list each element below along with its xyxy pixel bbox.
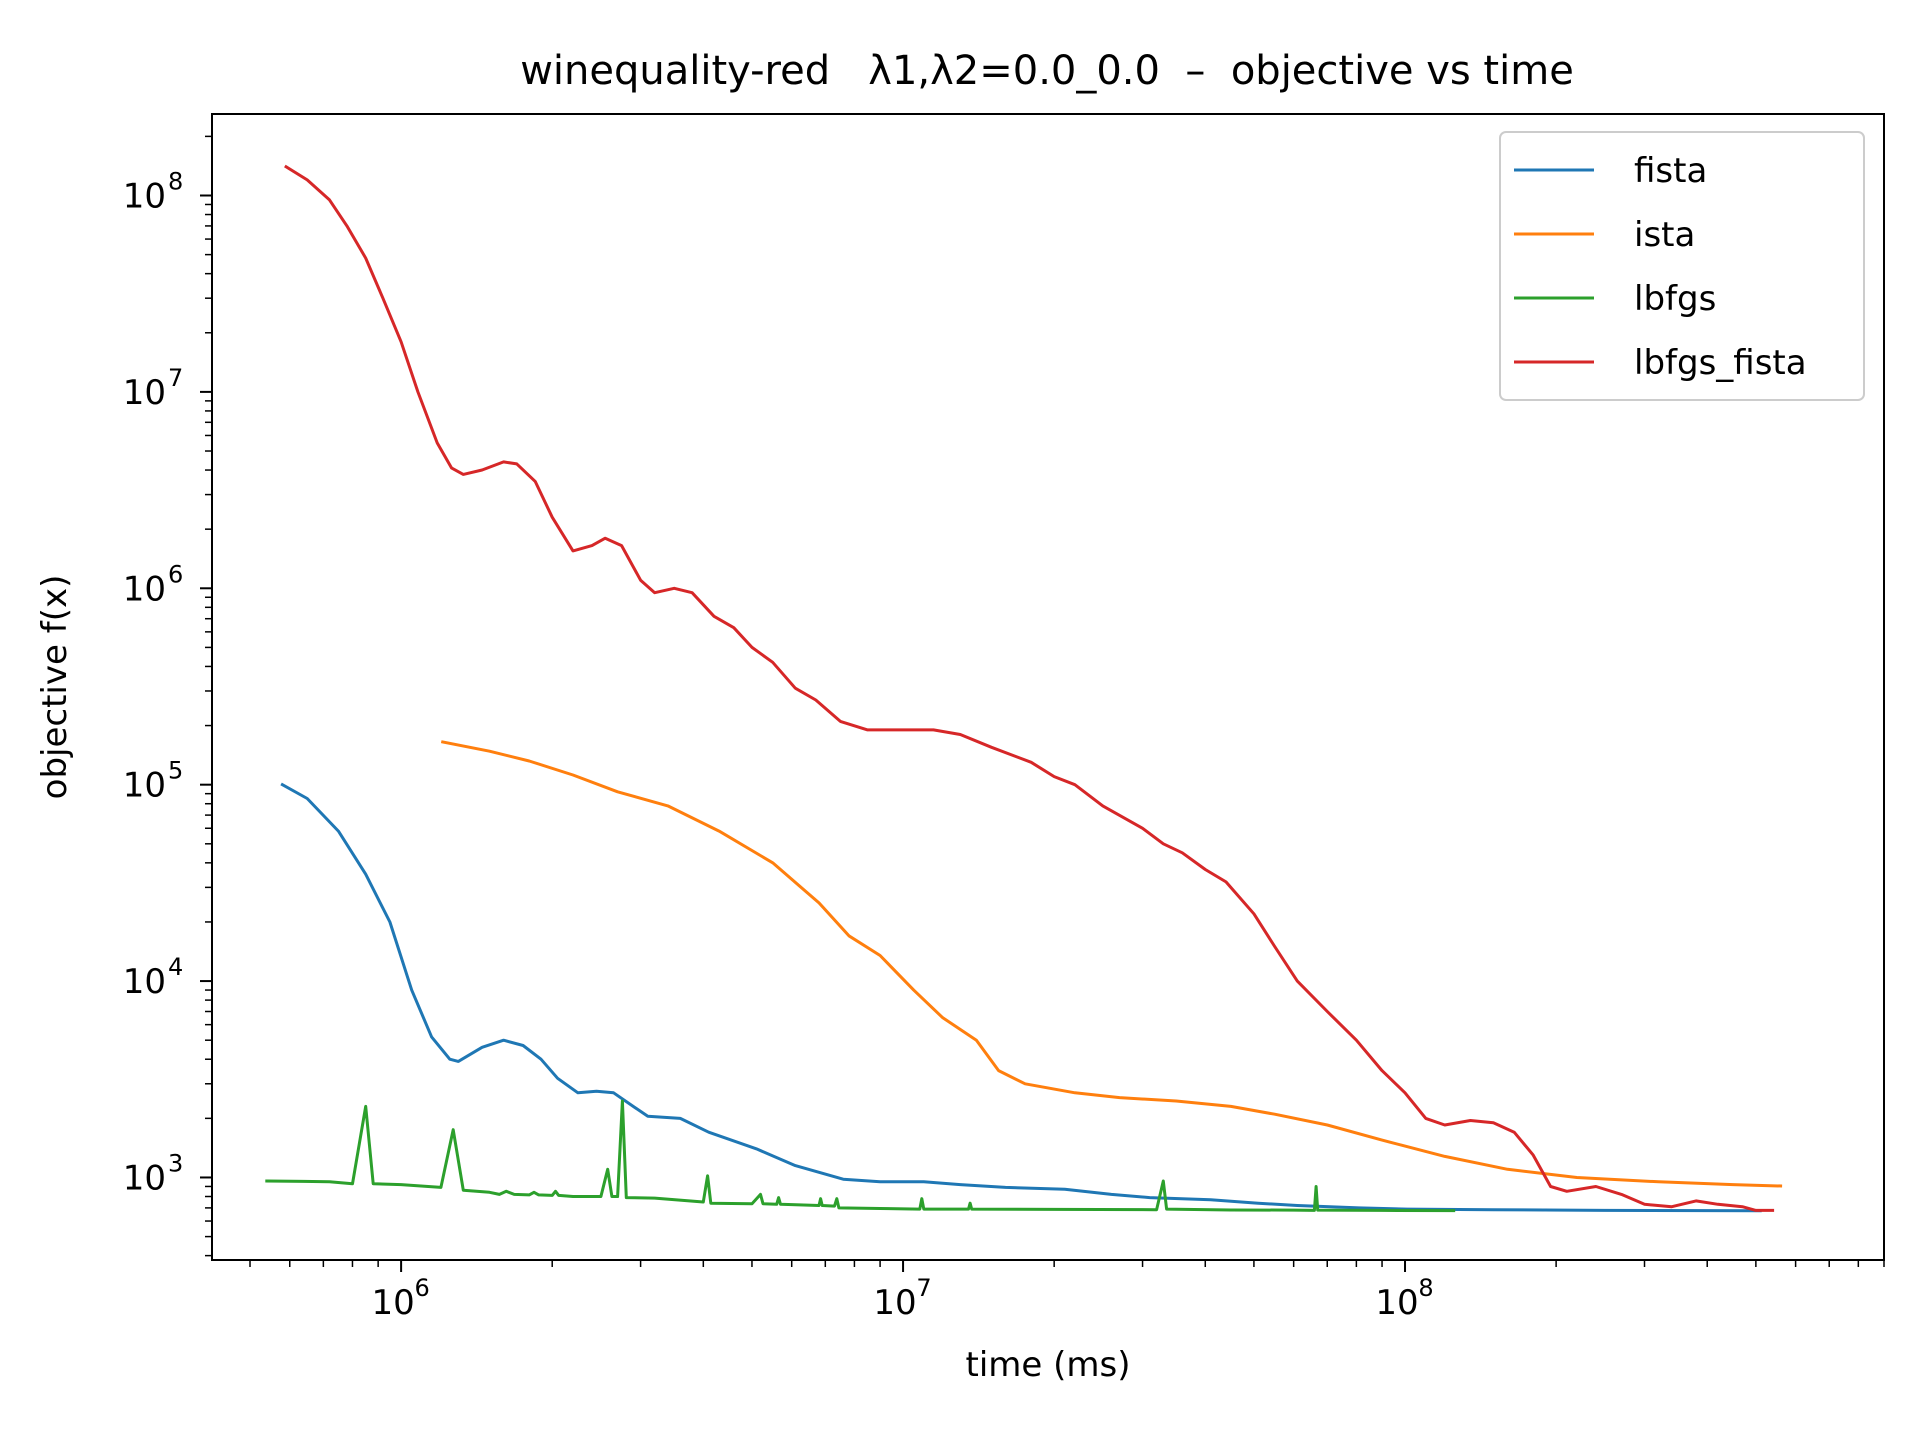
x-axis-label: time (ms) (966, 1345, 1131, 1385)
y-tick-label-exponent: 8 (168, 167, 183, 195)
series-line-ista (440, 740, 1783, 1188)
series-line-lbfgs-fista (284, 164, 1775, 1212)
x-axis: 10 6 10 7 10 8 (249, 1260, 1885, 1323)
y-tick-label-exponent: 7 (168, 364, 183, 392)
x-tick-label: 10 (371, 1283, 414, 1323)
series-line-lbfgs (265, 1099, 1456, 1213)
chart-title: winequality-red λ1,λ2=0.0_0.0 – objectiv… (520, 48, 1574, 94)
y-tick-label-exponent: 4 (168, 953, 183, 981)
y-tick-label-exponent: 5 (168, 757, 183, 785)
y-tick-label: 10 (123, 962, 166, 1002)
y-tick-label-exponent: 3 (168, 1149, 183, 1177)
legend-label-ista: ista (1634, 215, 1695, 255)
legend: fista ista lbfgs lbfgs_fista (1499, 131, 1865, 401)
legend-box (1499, 131, 1865, 401)
y-tick-label: 10 (123, 569, 166, 609)
y-tick-label: 10 (123, 1158, 166, 1198)
y-tick-label: 10 (123, 176, 166, 216)
x-tick-label-exponent: 6 (414, 1274, 429, 1302)
series-layer (265, 164, 1783, 1213)
y-axis-label: objective f(x) (35, 575, 75, 800)
y-tick-label-exponent: 6 (168, 560, 183, 588)
legend-label-fista: fista (1634, 151, 1707, 191)
x-tick-label: 10 (873, 1283, 916, 1323)
series-line-fista (280, 782, 1762, 1213)
y-tick-label: 10 (123, 766, 166, 806)
plot-frame (211, 113, 1885, 1261)
x-tick-label-exponent: 8 (1418, 1274, 1433, 1302)
x-tick-label: 10 (1375, 1283, 1418, 1323)
x-tick-label-exponent: 7 (916, 1274, 931, 1302)
plot-area (211, 113, 1885, 1261)
y-tick-label: 10 (123, 373, 166, 413)
legend-label-lbfgs-fista: lbfgs_fista (1634, 343, 1807, 383)
legend-label-lbfgs: lbfgs (1634, 279, 1716, 319)
